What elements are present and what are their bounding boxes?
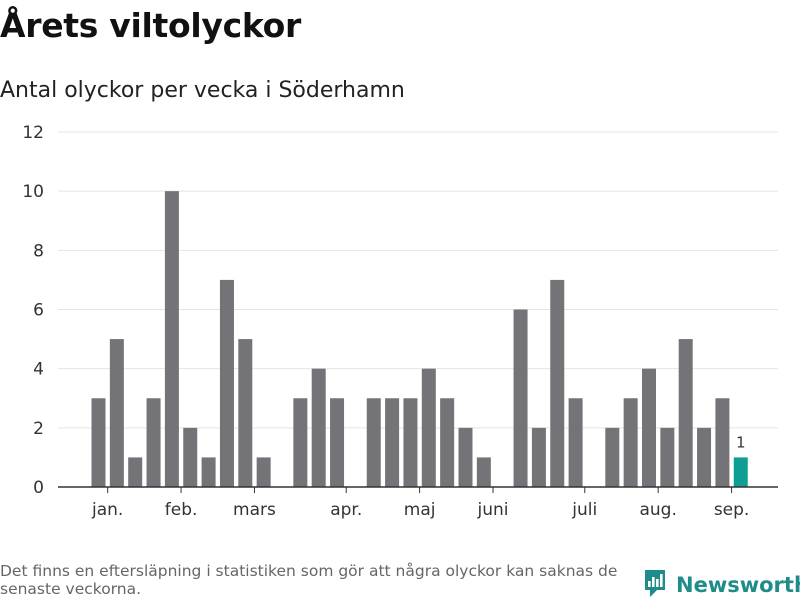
- bar: [201, 457, 216, 487]
- bar: [513, 309, 528, 487]
- bar: [733, 457, 748, 487]
- bar: [366, 398, 381, 487]
- brand-name: Newsworthy: [676, 573, 800, 597]
- bar: [146, 398, 161, 487]
- x-tick-label: aug.: [639, 500, 676, 520]
- brand-logo: Newsworthy: [643, 568, 800, 602]
- chart-title: Årets viltolyckor: [0, 6, 301, 45]
- y-tick-label: 12: [22, 123, 44, 143]
- bar: [385, 398, 400, 487]
- x-tick-label: apr.: [330, 500, 362, 520]
- bar: [697, 427, 712, 487]
- footnote: Det finns en eftersläpning i statistiken…: [0, 562, 618, 598]
- bar: [183, 427, 198, 487]
- bar: [311, 368, 326, 487]
- bar: [238, 339, 253, 487]
- x-tick-label: juli: [571, 500, 597, 520]
- bar: [164, 191, 179, 487]
- x-tick-label: mars: [233, 500, 276, 520]
- y-axis-ticks: 0 2 4 6 8 10 12: [22, 123, 44, 498]
- y-tick-label: 10: [22, 182, 44, 202]
- bar: [91, 398, 106, 487]
- bar: [293, 398, 308, 487]
- y-tick-label: 0: [33, 478, 44, 498]
- bar: [476, 457, 491, 487]
- bar: [109, 339, 124, 487]
- bar: [623, 398, 638, 487]
- x-tick-label: jan.: [91, 500, 123, 520]
- x-axis-ticks: jan. feb. mars apr. maj juni juli aug. sep.: [91, 487, 749, 520]
- bar: [605, 427, 620, 487]
- bar: [403, 398, 418, 487]
- chart-subtitle: Antal olyckor per vecka i Söderhamn: [0, 78, 405, 103]
- bar: [550, 279, 565, 487]
- y-tick-label: 4: [33, 360, 44, 380]
- bar-chart-bubble-icon: [643, 568, 667, 602]
- bar: [440, 398, 455, 487]
- bar: [660, 427, 675, 487]
- bar-chart: 0 2 4 6 8 10 12 1 jan. feb. mars apr. maj juni juli a…: [22, 123, 778, 520]
- bar: [568, 398, 583, 487]
- bar: [330, 398, 345, 487]
- y-tick-label: 8: [33, 241, 44, 261]
- bar: [128, 457, 143, 487]
- bar: [715, 398, 730, 487]
- x-tick-label: maj: [404, 500, 436, 520]
- x-tick-label: sep.: [714, 500, 750, 520]
- x-tick-label: feb.: [165, 500, 198, 520]
- x-tick-label: juni: [477, 500, 509, 520]
- bar: [678, 339, 693, 487]
- bar: [642, 368, 656, 487]
- y-tick-label: 2: [33, 419, 44, 439]
- data-label: 1: [736, 433, 746, 451]
- y-tick-label: 6: [33, 301, 44, 321]
- bar: [458, 427, 473, 487]
- bar: [421, 368, 436, 487]
- bar: [219, 279, 234, 487]
- bar: [531, 427, 546, 487]
- data-labels: 1: [736, 433, 746, 451]
- bar: [256, 457, 271, 487]
- bars: [91, 191, 748, 487]
